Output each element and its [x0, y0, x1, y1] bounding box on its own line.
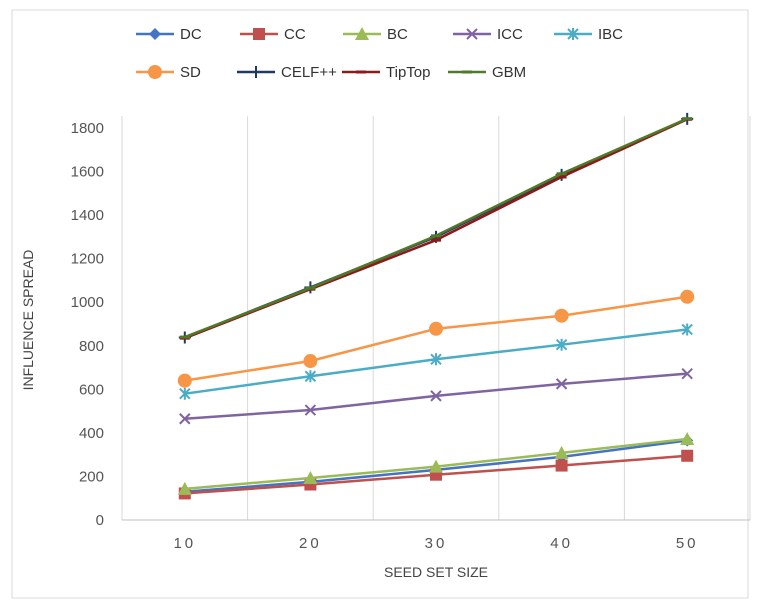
legend: DC CC BC ICC IBC SD CELF++ TipTop GBM [136, 26, 623, 81]
x-tick-label: 20 [299, 535, 322, 552]
marker-square [555, 459, 568, 472]
marker-star [179, 387, 191, 400]
legend-label: IBC [598, 26, 623, 43]
marker-star [567, 28, 579, 40]
y-tick-label: 200 [79, 468, 104, 485]
marker-triangle [303, 470, 318, 484]
y-tick-label: 600 [79, 381, 104, 398]
marker-circle [177, 373, 192, 388]
legend-label: BC [387, 26, 408, 43]
legend-item-ibc: IBC [554, 26, 623, 43]
series-sd [177, 289, 695, 388]
x-tick-label: 40 [550, 535, 573, 552]
y-tick-label: 1200 [71, 251, 104, 268]
series-layer [177, 112, 695, 500]
marker-circle [680, 289, 695, 304]
y-tick-label: 800 [79, 338, 104, 355]
series-icc [179, 367, 693, 425]
marker-diamond [149, 28, 161, 40]
legend-label: TipTop [386, 64, 430, 81]
legend-item-dc: DC [136, 26, 202, 43]
marker-circle [554, 308, 569, 323]
marker-star [555, 338, 568, 351]
marker-circle [429, 321, 443, 336]
x-tick-label: 10 [173, 535, 196, 552]
x-axis: 10 20 30 40 50 [122, 519, 750, 552]
marker-x [555, 378, 568, 390]
legend-label: CC [284, 26, 306, 43]
marker-x [304, 404, 317, 416]
legend-item-celf-: CELF++ [237, 64, 337, 81]
y-tick-label: 1600 [71, 164, 104, 181]
legend-label: SD [180, 64, 201, 81]
y-tick-label: 1800 [71, 120, 104, 137]
x-axis-title: SEED SET SIZE [384, 564, 488, 580]
marker-circle [303, 354, 318, 369]
grid [121, 116, 751, 520]
legend-label: ICC [497, 26, 523, 43]
marker-star [681, 323, 693, 336]
marker-square [253, 28, 265, 40]
marker-x [681, 367, 693, 380]
y-axis-title: INFLUENCE SPREAD [20, 250, 36, 391]
x-tick-label: 50 [676, 535, 699, 552]
marker-x [466, 28, 478, 40]
series-ibc [179, 323, 693, 400]
marker-triangle [680, 431, 695, 445]
x-tick-label: 30 [425, 535, 448, 552]
legend-item-tiptop: TipTop [342, 64, 430, 81]
marker-triangle [429, 459, 443, 473]
series-gbm [179, 117, 693, 339]
legend-item-cc: CC [240, 26, 306, 43]
y-tick-label: 400 [79, 425, 104, 442]
marker-star [304, 370, 317, 383]
chart-frame [11, 9, 749, 599]
marker-circle [148, 65, 162, 79]
marker-square [681, 449, 694, 462]
legend-label: CELF++ [281, 64, 337, 81]
marker-triangle [355, 27, 369, 40]
y-tick-label: 1000 [71, 294, 104, 311]
marker-star [430, 353, 442, 366]
legend-item-sd: SD [136, 64, 201, 81]
marker-plus [250, 66, 262, 78]
legend-label: DC [180, 26, 202, 43]
y-tick-label: 0 [96, 512, 104, 529]
legend-label: GBM [492, 64, 526, 81]
marker-triangle [554, 445, 569, 459]
legend-item-gbm: GBM [448, 64, 526, 81]
y-axis: 0 200 400 600 800 1000 1200 1400 1600 1800 [71, 120, 104, 529]
legend-item-icc: ICC [453, 26, 523, 43]
y-tick-label: 1400 [71, 207, 104, 224]
legend-item-bc: BC [343, 26, 408, 43]
marker-x [430, 390, 442, 402]
marker-triangle [177, 481, 192, 495]
series-bc [177, 431, 695, 495]
marker-x [179, 413, 191, 425]
